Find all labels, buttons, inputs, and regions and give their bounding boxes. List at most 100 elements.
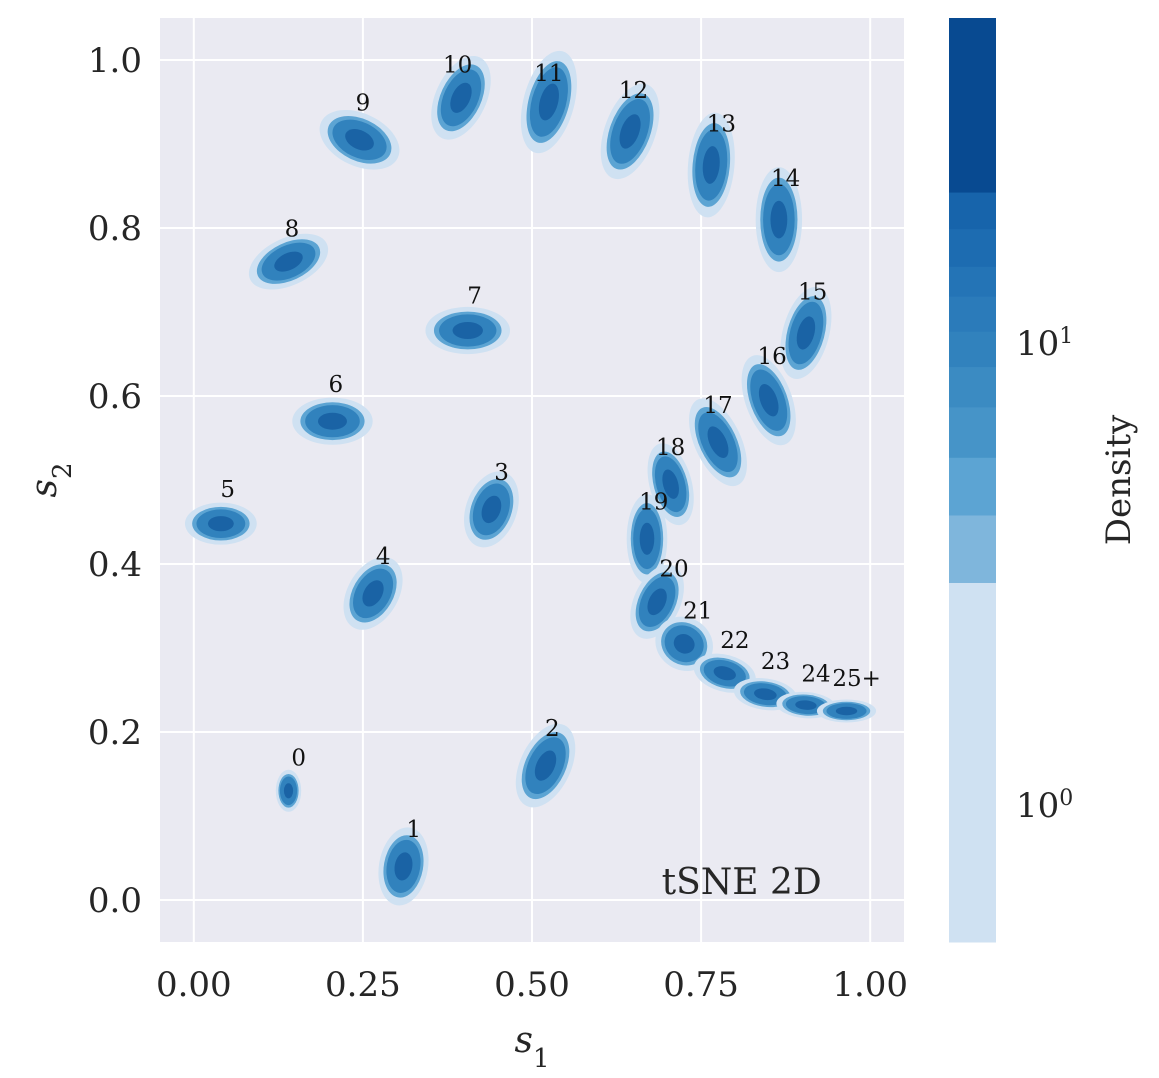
x-tick-labels: 0.00 0.25 0.50 0.75 1.00 <box>156 965 908 1005</box>
x-tick-label: 1.00 <box>832 965 908 1005</box>
cluster-label-7: 7 <box>467 284 482 310</box>
density-contour <box>707 426 729 459</box>
density-cluster-10 <box>431 55 491 140</box>
density-cluster-14 <box>755 167 803 273</box>
cluster-label-11: 11 <box>534 61 563 87</box>
cluster-label-25+: 25+ <box>832 666 881 692</box>
density-cluster-6 <box>292 397 373 445</box>
cluster-label-22: 22 <box>720 628 749 654</box>
colorbar-tick-base: 10 <box>1016 324 1059 364</box>
colorbar-level <box>949 366 996 408</box>
density-contour <box>345 129 374 151</box>
density-cluster-17 <box>689 398 747 487</box>
cluster-label-9: 9 <box>356 90 371 116</box>
density-cluster-12 <box>600 83 660 180</box>
colorbar <box>949 18 996 943</box>
cluster-label-2: 2 <box>545 716 560 742</box>
density-contour <box>450 82 472 113</box>
x-axis-label-main: s <box>514 1020 532 1061</box>
cluster-label-14: 14 <box>771 166 800 192</box>
cluster-label-18: 18 <box>656 435 685 461</box>
y-axis-label: s2 <box>24 462 78 497</box>
colorbar-level <box>949 514 996 583</box>
cluster-label-13: 13 <box>707 111 736 137</box>
cluster-label-6: 6 <box>329 372 344 398</box>
density-cluster-15 <box>780 287 832 379</box>
density-cluster-1 <box>378 827 429 906</box>
cluster-label-24: 24 <box>801 662 830 688</box>
density-contour <box>317 412 347 430</box>
density-contour <box>394 852 413 881</box>
density-contour <box>713 666 736 681</box>
cluster-label-21: 21 <box>683 599 712 625</box>
colorbar-tick-label: 100 <box>1016 785 1073 826</box>
density-cluster-5 <box>184 502 257 545</box>
density-contour <box>835 706 858 716</box>
colorbar-level <box>949 331 996 368</box>
y-tick-label: 0.8 <box>88 209 142 249</box>
density-clusters <box>184 50 877 906</box>
density-cluster-9 <box>319 110 400 170</box>
colorbar-level <box>949 406 996 458</box>
density-contour <box>770 200 788 239</box>
colorbar-level <box>949 266 996 297</box>
cluster-label-0: 0 <box>291 746 306 772</box>
density-contour <box>362 580 384 607</box>
y-tick-label: 0.4 <box>88 545 142 585</box>
cluster-label-19: 19 <box>639 489 668 515</box>
cluster-label-23: 23 <box>761 649 790 675</box>
density-contour <box>207 516 234 532</box>
colorbar-tick-label: 101 <box>1016 323 1073 364</box>
density-contour <box>702 146 720 184</box>
density-cluster-22 <box>693 653 756 693</box>
colorbar-level <box>949 296 996 332</box>
density-contour <box>619 114 641 149</box>
y-axis-label-main: s <box>24 479 65 497</box>
cluster-label-3: 3 <box>494 460 509 486</box>
colorbar-level <box>949 228 996 267</box>
density-contour <box>754 688 777 701</box>
cluster-label-15: 15 <box>798 279 827 305</box>
density-contour <box>481 495 502 524</box>
y-tick-labels: 0.0 0.2 0.4 0.6 0.8 1.0 <box>88 41 142 921</box>
cluster-label-8: 8 <box>285 216 300 242</box>
density-contour <box>758 383 779 417</box>
cluster-label-20: 20 <box>659 557 688 583</box>
colorbar-level <box>949 582 996 943</box>
cluster-label-10: 10 <box>443 53 472 79</box>
density-cluster-8 <box>248 233 329 290</box>
colorbar-tick-exponent: 1 <box>1059 323 1073 348</box>
colorbar-level <box>949 192 996 230</box>
density-contour <box>274 251 303 272</box>
colorbar-level <box>949 457 996 516</box>
density-cluster-16 <box>741 355 796 446</box>
density-cluster-13 <box>687 112 735 218</box>
density-cluster-4 <box>343 556 403 630</box>
colorbar-tick-exponent: 0 <box>1059 785 1073 810</box>
density-contour <box>639 522 655 555</box>
cluster-label-5: 5 <box>220 477 235 503</box>
colorbar-label: Density <box>1099 414 1139 545</box>
x-tick-label: 0.50 <box>494 965 570 1005</box>
density-contour <box>673 633 695 654</box>
density-contour <box>452 321 483 339</box>
density-contour <box>647 588 667 616</box>
colorbar-tick-base: 10 <box>1016 786 1059 826</box>
cluster-label-16: 16 <box>757 344 786 370</box>
cluster-label-12: 12 <box>619 78 648 104</box>
density-contour <box>283 783 294 799</box>
y-tick-label: 0.2 <box>88 713 142 753</box>
density-contour <box>795 700 817 710</box>
x-tick-label: 0.75 <box>663 965 739 1005</box>
density-cluster-2 <box>515 723 576 808</box>
density-contour <box>538 83 559 121</box>
density-cluster-3 <box>464 471 519 548</box>
x-axis-label-subscript: 1 <box>533 1044 550 1074</box>
colorbar-level <box>949 18 996 193</box>
x-tick-label: 0.00 <box>156 965 232 1005</box>
x-tick-label: 0.25 <box>325 965 401 1005</box>
